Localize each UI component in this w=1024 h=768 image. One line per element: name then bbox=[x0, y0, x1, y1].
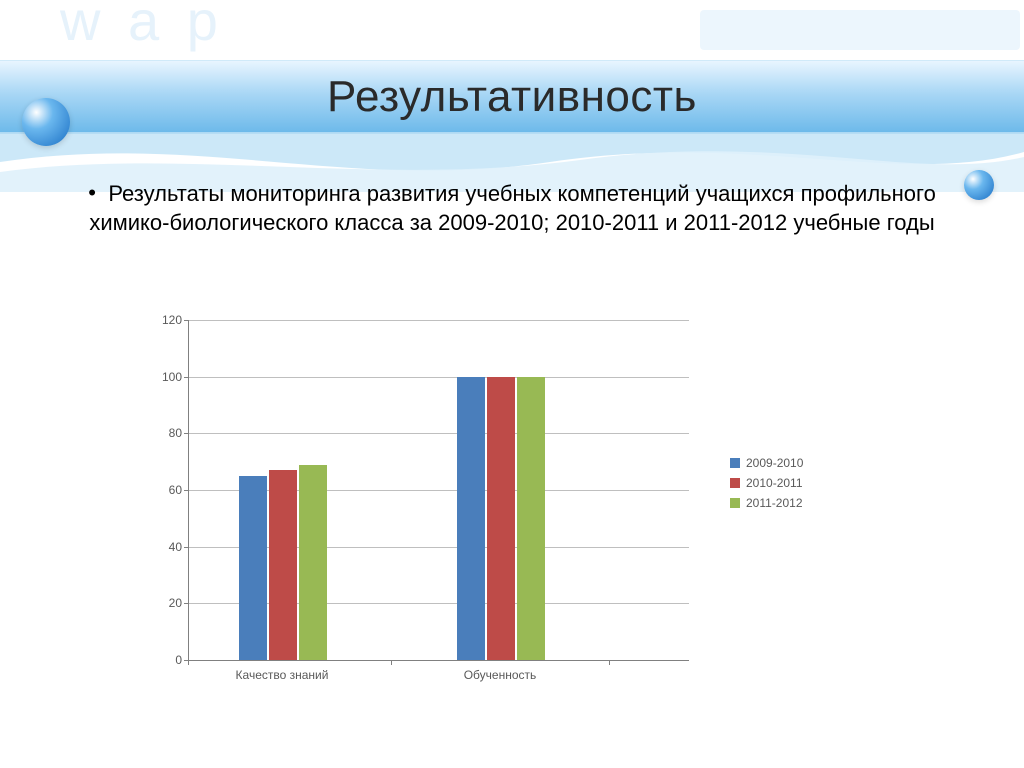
y-tick-mark bbox=[184, 547, 188, 548]
chart-bar bbox=[517, 377, 545, 660]
svg-text:w a p: w a p bbox=[59, 0, 224, 52]
chart-bar bbox=[269, 470, 297, 660]
chart-legend: 2009-2010 2010-2011 2011-2012 bbox=[730, 450, 803, 516]
legend-label: 2011-2012 bbox=[746, 496, 803, 510]
y-tick-label: 0 bbox=[150, 653, 182, 667]
x-tick-mark bbox=[609, 660, 610, 665]
legend-item: 2010-2011 bbox=[730, 476, 803, 490]
legend-item: 2009-2010 bbox=[730, 456, 803, 470]
x-category-label: Качество знаний bbox=[218, 668, 346, 682]
sphere-icon bbox=[22, 98, 70, 146]
legend-swatch bbox=[730, 458, 740, 468]
chart-bar bbox=[239, 476, 267, 660]
y-tick-mark bbox=[184, 377, 188, 378]
x-category-label: Обученность bbox=[436, 668, 564, 682]
y-tick-label: 20 bbox=[150, 596, 182, 610]
y-tick-label: 80 bbox=[150, 426, 182, 440]
slide-title: Результативность bbox=[327, 72, 697, 122]
y-tick-mark bbox=[184, 433, 188, 434]
y-tick-label: 100 bbox=[150, 370, 182, 384]
subtitle-block: • Результаты мониторинга развития учебны… bbox=[60, 180, 964, 237]
x-tick-mark bbox=[391, 660, 392, 665]
slide-subtitle: Результаты мониторинга развития учебных … bbox=[89, 181, 936, 235]
chart-bar bbox=[299, 465, 327, 661]
sphere-icon bbox=[964, 170, 994, 200]
x-tick-mark bbox=[188, 660, 189, 665]
chart-bar bbox=[487, 377, 515, 660]
y-tick-mark bbox=[184, 320, 188, 321]
chart-gridline bbox=[189, 320, 689, 321]
chart-bar bbox=[457, 377, 485, 660]
bar-chart: 020406080100120 Качество знанийОбученнос… bbox=[140, 320, 900, 710]
legend-swatch bbox=[730, 478, 740, 488]
legend-swatch bbox=[730, 498, 740, 508]
chart-gridline bbox=[189, 377, 689, 378]
y-tick-mark bbox=[184, 603, 188, 604]
legend-item: 2011-2012 bbox=[730, 496, 803, 510]
y-tick-mark bbox=[184, 490, 188, 491]
legend-label: 2010-2011 bbox=[746, 476, 803, 490]
chart-gridline bbox=[189, 433, 689, 434]
y-tick-label: 120 bbox=[150, 313, 182, 327]
chart-plot-area bbox=[188, 320, 689, 661]
y-tick-label: 60 bbox=[150, 483, 182, 497]
legend-label: 2009-2010 bbox=[746, 456, 803, 470]
title-band: Результативность bbox=[0, 60, 1024, 134]
y-tick-label: 40 bbox=[150, 540, 182, 554]
bullet-icon: • bbox=[88, 180, 96, 206]
